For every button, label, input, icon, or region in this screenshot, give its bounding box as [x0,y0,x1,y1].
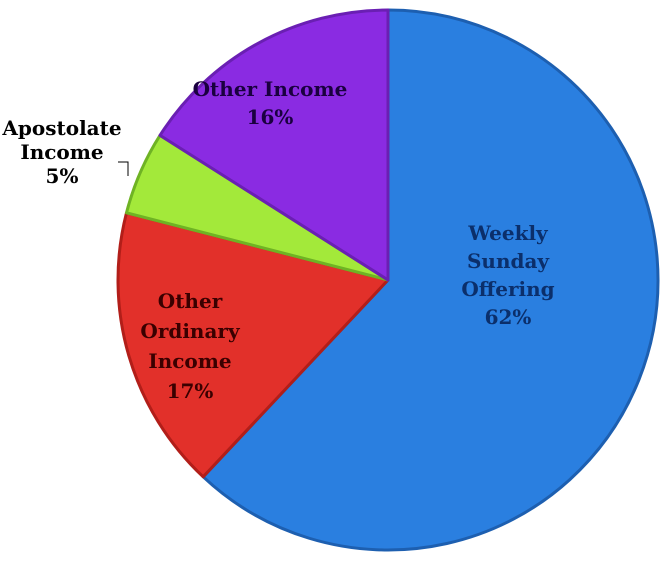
pie-label-other: Other Income 16% [193,77,348,129]
pie-slice-ordinary [116,211,390,479]
pie-label-line: Income [148,349,231,373]
pie-label-percent: 17% [167,379,214,403]
pie-label-line: Sunday [467,249,550,273]
pie-slice-other [158,8,390,282]
pie-labels: Weekly Sunday Offering 62% Other Ordinary Inco… [1,77,554,403]
apostolate-leader-line [118,161,129,176]
pie-label-line: Apostolate [1,116,121,140]
pie-label-apostolate: Apostolate Income 5% [1,116,121,188]
pie-label-percent: 16% [247,105,294,129]
pie-label-line: Offering [461,277,554,301]
pie-slices [116,8,660,552]
pie-label-line: Other Income [193,77,348,101]
pie-label-percent: 62% [485,305,532,329]
pie-label-percent: 5% [46,164,79,188]
pie-label-ordinary: Other Ordinary Income 17% [140,289,241,403]
pie-label-line: Ordinary [140,319,241,343]
pie-slice-weekly [201,8,660,552]
pie-label-line: Other [158,289,223,313]
pie-label-line: Weekly [467,221,549,245]
pie-label-line: Income [20,140,103,164]
pie-label-weekly: Weekly Sunday Offering 62% [461,221,554,329]
